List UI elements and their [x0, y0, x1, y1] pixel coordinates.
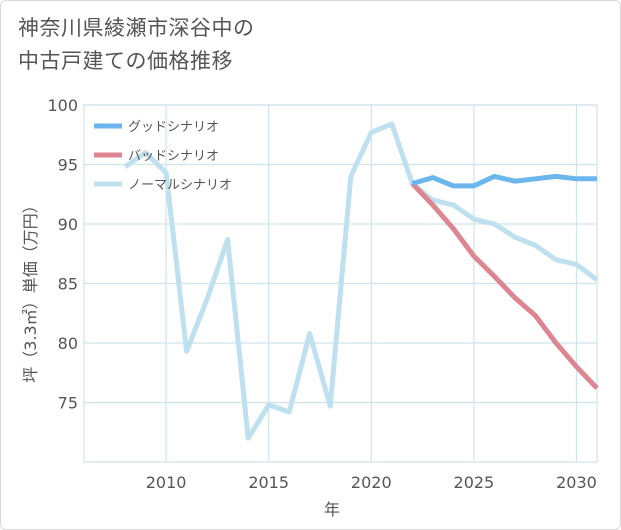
y-tick-label: 100: [47, 96, 78, 115]
x-axis-label: 年: [324, 500, 340, 519]
grid: [83, 104, 598, 463]
x-tick-label: 2030: [556, 473, 597, 492]
title-line-2: 中古戸建ての価格推移: [18, 49, 233, 73]
legend-label: グッドシナリオ: [128, 120, 219, 135]
legend-label: バッドシナリオ: [128, 149, 219, 164]
series-lines: [123, 121, 599, 441]
legend-label: ノーマルシナリオ: [128, 178, 232, 193]
x-tick-label: 2025: [454, 473, 495, 492]
series-line-1: [410, 181, 599, 390]
series-line-0: [411, 173, 597, 189]
plot-border: [83, 104, 598, 463]
x-tick-label: 2020: [351, 473, 392, 492]
title-line-1: 神奈川県綾瀬市深谷中の: [18, 16, 255, 40]
y-axis-label: 坪（3.3㎡）単価（万円）: [21, 197, 40, 382]
chart-title: 神奈川県綾瀬市深谷中の 中古戸建ての価格推移: [18, 12, 255, 78]
y-tick-label: 95: [58, 156, 78, 175]
series-line-2: [123, 121, 599, 441]
y-tick-label: 75: [58, 394, 78, 413]
y-tick-label: 85: [58, 275, 78, 294]
y-tick-label: 90: [58, 215, 78, 234]
x-tick-label: 2010: [146, 473, 187, 492]
y-tick-label: 80: [58, 334, 78, 353]
axes: 2010 2015 2020 2025 2030 75 80 85 90 95 100: [47, 96, 596, 492]
x-tick-label: 2015: [248, 473, 289, 492]
